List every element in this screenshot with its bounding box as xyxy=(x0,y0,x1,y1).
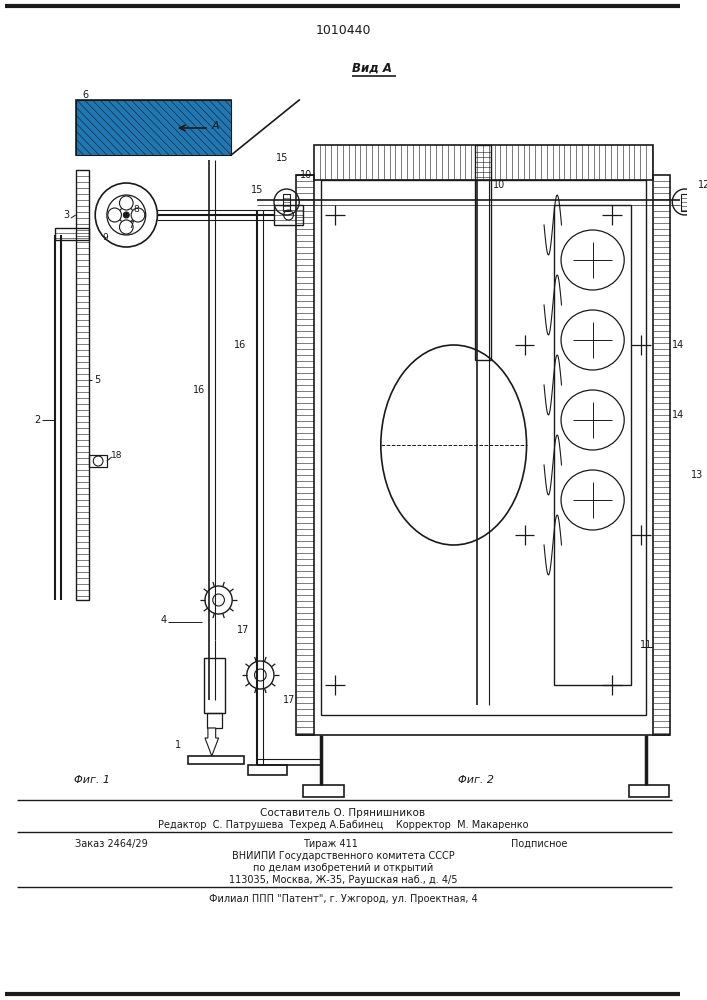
Bar xyxy=(76,100,231,155)
Bar xyxy=(187,756,244,764)
Text: 15: 15 xyxy=(251,185,264,195)
Circle shape xyxy=(108,208,122,222)
Text: 1010440: 1010440 xyxy=(315,23,370,36)
Text: 14: 14 xyxy=(672,340,684,350)
Text: Филиал ППП "Патент", г. Ужгород, ул. Проектная, 4: Филиал ППП "Патент", г. Ужгород, ул. Про… xyxy=(209,894,477,904)
Text: 1: 1 xyxy=(175,740,181,750)
Bar xyxy=(76,170,89,600)
Text: 16: 16 xyxy=(193,385,205,395)
Text: Вид А: Вид А xyxy=(352,62,392,75)
Text: 11: 11 xyxy=(640,640,652,650)
Text: 15: 15 xyxy=(276,153,288,163)
Circle shape xyxy=(119,220,133,234)
Circle shape xyxy=(119,196,133,210)
Bar xyxy=(296,175,314,735)
Text: 9: 9 xyxy=(102,232,107,241)
Bar xyxy=(55,228,89,240)
Text: 5: 5 xyxy=(94,375,100,385)
Bar xyxy=(76,100,231,155)
Text: 10: 10 xyxy=(300,170,312,180)
Text: Φиг. 2: Φиг. 2 xyxy=(458,775,494,785)
Bar xyxy=(247,765,286,775)
Text: 17: 17 xyxy=(284,695,296,705)
Text: Тираж 411: Тираж 411 xyxy=(303,839,358,849)
Circle shape xyxy=(132,208,145,222)
Text: Заказ 2464/29: Заказ 2464/29 xyxy=(76,839,148,849)
Text: А: А xyxy=(212,121,219,131)
Text: 4: 4 xyxy=(160,615,166,625)
Bar xyxy=(314,145,653,180)
Text: 14: 14 xyxy=(672,410,684,420)
Text: ВНИИПИ Государственного комитета СССР: ВНИИПИ Государственного комитета СССР xyxy=(232,851,455,861)
Bar xyxy=(554,205,631,685)
Text: 2: 2 xyxy=(34,415,40,425)
Text: 13: 13 xyxy=(691,470,703,480)
Text: 3: 3 xyxy=(63,210,69,220)
Text: по делам изобретений и открытий: по делам изобретений и открытий xyxy=(253,863,433,873)
Bar xyxy=(303,785,344,797)
Text: 12: 12 xyxy=(698,180,707,190)
Text: 113035, Москва, Ж-35, Раушская наб., д. 4/5: 113035, Москва, Ж-35, Раушская наб., д. … xyxy=(228,875,457,885)
Bar xyxy=(76,100,231,155)
Bar xyxy=(89,455,107,467)
Text: 6: 6 xyxy=(83,90,88,100)
Text: Редактор  С. Патрушева  Техред А.Бабинец    Корректор  М. Макаренко: Редактор С. Патрушева Техред А.Бабинец К… xyxy=(158,820,528,830)
Bar xyxy=(207,713,223,728)
Text: Φиг. 1: Φиг. 1 xyxy=(74,775,110,785)
Circle shape xyxy=(124,212,129,218)
Text: 17: 17 xyxy=(237,625,249,635)
Bar xyxy=(283,194,291,211)
Text: Составитель О. Прянишников: Составитель О. Прянишников xyxy=(260,808,426,818)
Text: 10: 10 xyxy=(493,180,506,190)
Bar xyxy=(681,194,689,211)
Bar xyxy=(204,658,226,713)
Text: 18: 18 xyxy=(111,450,122,460)
Text: Подписное: Подписное xyxy=(511,839,568,849)
Text: 8: 8 xyxy=(133,206,139,215)
Text: 16: 16 xyxy=(234,340,246,350)
Bar xyxy=(629,785,670,797)
Bar xyxy=(320,180,646,715)
Bar xyxy=(475,145,491,360)
Text: 7: 7 xyxy=(128,221,134,230)
FancyArrow shape xyxy=(205,728,218,756)
Bar xyxy=(653,175,670,735)
Bar xyxy=(274,205,303,225)
